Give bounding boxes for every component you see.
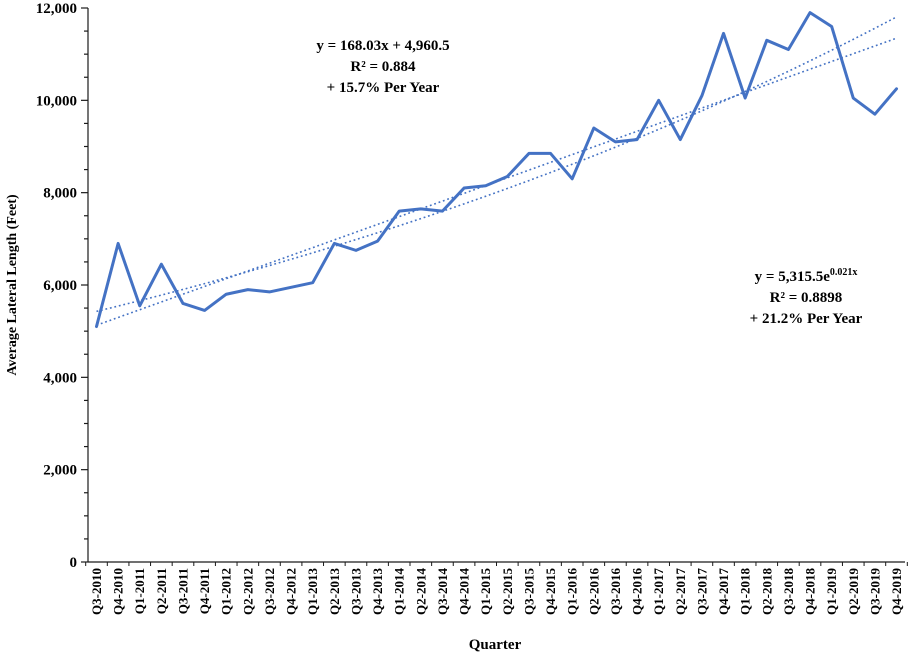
x-axis-tick-label: Q4-2011	[197, 568, 212, 614]
x-axis-tick-label: Q3-2013	[348, 568, 363, 615]
linear-trendline	[96, 37, 897, 326]
x-axis-tick-label: Q4-2010	[111, 568, 126, 615]
y-axis-tick-label: 10,000	[36, 93, 77, 109]
x-axis-tick-label: Q2-2015	[500, 568, 515, 615]
x-axis-tick-label: Q3-2011	[175, 568, 190, 614]
x-axis-tick-label: Q1-2016	[565, 568, 580, 615]
x-axis-tick-label: Q2-2016	[586, 568, 601, 615]
x-axis-tick-label: Q1-2012	[219, 568, 234, 615]
x-axis-tick-label: Q1-2011	[132, 568, 147, 614]
y-axis-title: Average Lateral Length (Feet)	[5, 194, 20, 376]
x-axis-tick-label: Q1-2017	[651, 568, 666, 615]
x-axis-tick-label: Q1-2015	[478, 568, 493, 615]
x-axis-tick-label: Q4-2012	[284, 568, 299, 615]
x-axis-tick-label: Q4-2018	[803, 568, 818, 615]
x-axis-tick-label: Q3-2012	[262, 568, 277, 615]
y-axis-tick-label: 8,000	[43, 186, 77, 202]
linear-trend-annotation: y = 168.03x + 4,960.5 R² = 0.884 + 15.7%…	[316, 36, 449, 99]
x-axis-tick-label: Q3-2017	[694, 568, 709, 615]
x-axis-tick-label: Q2-2013	[327, 568, 342, 615]
exponential-equation-exponent: 0.021x	[829, 267, 858, 278]
exponential-trend-equation: y = 5,315.5e0.021x	[750, 262, 863, 288]
x-axis-tick-label: Q2-2012	[240, 568, 255, 615]
x-axis-title: Quarter	[468, 637, 522, 653]
exponential-trend-growth-note: + 21.2% Per Year	[749, 311, 863, 327]
data-series-line	[95, 11, 898, 329]
linear-trend-growth-note: + 15.7% Per Year	[326, 80, 440, 96]
y-axis-tick-label: 0	[70, 555, 78, 571]
x-axis-tick-label: Q1-2019	[824, 568, 839, 615]
x-axis-tick-label: Q4-2015	[543, 568, 558, 615]
x-axis-tick-label: Q4-2017	[716, 568, 731, 615]
linear-trend-r-squared: R² = 0.884	[350, 59, 416, 75]
linear-trend-equation: y = 168.03x + 4,960.5	[316, 38, 450, 54]
x-axis-tick-label: Q1-2013	[305, 568, 320, 615]
x-axis-tick-label: Q3-2018	[781, 568, 796, 615]
exponential-equation-base: y = 5,315.5e	[754, 269, 830, 285]
x-axis-tick-label: Q1-2014	[392, 568, 407, 615]
y-axis-tick-label: 4,000	[43, 370, 77, 386]
x-axis-tick-label: Q3-2019	[867, 568, 882, 615]
exponential-trend-annotation: y = 5,315.5e0.021x R² = 0.8898 + 21.2% P…	[750, 262, 863, 330]
x-axis-tick-label: Q3-2015	[521, 568, 536, 615]
x-axis-tick-label: Q4-2019	[889, 568, 904, 615]
x-axis-tick-label: Q2-2019	[846, 568, 861, 615]
x-axis-tick-label: Q4-2016	[630, 568, 645, 615]
x-axis-tick-label: Q2-2011	[154, 568, 169, 614]
y-axis-tick-label: 6,000	[43, 278, 77, 294]
x-axis-tick-label: Q3-2014	[435, 568, 450, 615]
x-axis-tick-label: Q3-2010	[89, 568, 104, 615]
x-axis-tick-label: Q2-2017	[673, 568, 688, 615]
x-axis-tick-label: Q2-2018	[759, 568, 774, 615]
x-axis-tick-label: Q3-2016	[608, 568, 623, 615]
x-axis-tick-label: Q1-2018	[738, 568, 753, 615]
y-axis-tick-label: 2,000	[43, 463, 77, 479]
x-axis-tick-label: Q4-2014	[457, 568, 472, 615]
y-axis-tick-label: 12,000	[36, 1, 77, 17]
x-axis-tick-label: Q4-2013	[370, 568, 385, 615]
exponential-trend-r-squared: R² = 0.8898	[769, 290, 843, 306]
x-axis-tick-label: Q2-2014	[413, 568, 428, 615]
